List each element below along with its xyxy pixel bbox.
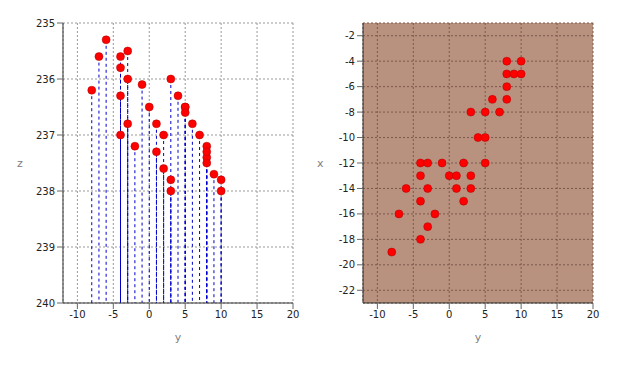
svg-text:20: 20 bbox=[287, 309, 300, 320]
svg-text:z: z bbox=[17, 157, 23, 170]
svg-text:-12: -12 bbox=[339, 158, 355, 169]
svg-text:240: 240 bbox=[36, 298, 55, 309]
svg-text:-16: -16 bbox=[339, 208, 355, 219]
svg-text:-5: -5 bbox=[408, 309, 418, 320]
svg-text:y: y bbox=[475, 331, 482, 344]
svg-text:236: 236 bbox=[36, 74, 55, 85]
svg-text:20: 20 bbox=[587, 309, 600, 320]
svg-text:-20: -20 bbox=[339, 259, 355, 270]
svg-text:-6: -6 bbox=[345, 81, 355, 92]
svg-text:-5: -5 bbox=[108, 309, 118, 320]
svg-text:237: 237 bbox=[36, 130, 55, 141]
svg-text:5: 5 bbox=[182, 309, 188, 320]
svg-text:-10: -10 bbox=[339, 132, 355, 143]
svg-text:15: 15 bbox=[251, 309, 264, 320]
svg-text:15: 15 bbox=[551, 309, 564, 320]
svg-text:y: y bbox=[175, 331, 182, 344]
svg-text:235: 235 bbox=[36, 18, 55, 29]
svg-text:-2: -2 bbox=[345, 30, 355, 41]
svg-text:-4: -4 bbox=[345, 56, 355, 67]
svg-text:-10: -10 bbox=[69, 309, 85, 320]
svg-text:239: 239 bbox=[36, 242, 55, 253]
svg-text:x: x bbox=[317, 157, 324, 170]
svg-text:-10: -10 bbox=[369, 309, 385, 320]
svg-text:10: 10 bbox=[515, 309, 528, 320]
svg-text:-18: -18 bbox=[339, 234, 355, 245]
svg-text:0: 0 bbox=[146, 309, 152, 320]
svg-text:-14: -14 bbox=[339, 183, 355, 194]
svg-text:-8: -8 bbox=[345, 107, 355, 118]
svg-text:238: 238 bbox=[36, 186, 55, 197]
svg-text:0: 0 bbox=[446, 309, 452, 320]
svg-text:10: 10 bbox=[215, 309, 228, 320]
svg-text:-22: -22 bbox=[339, 285, 355, 296]
svg-text:5: 5 bbox=[482, 309, 488, 320]
